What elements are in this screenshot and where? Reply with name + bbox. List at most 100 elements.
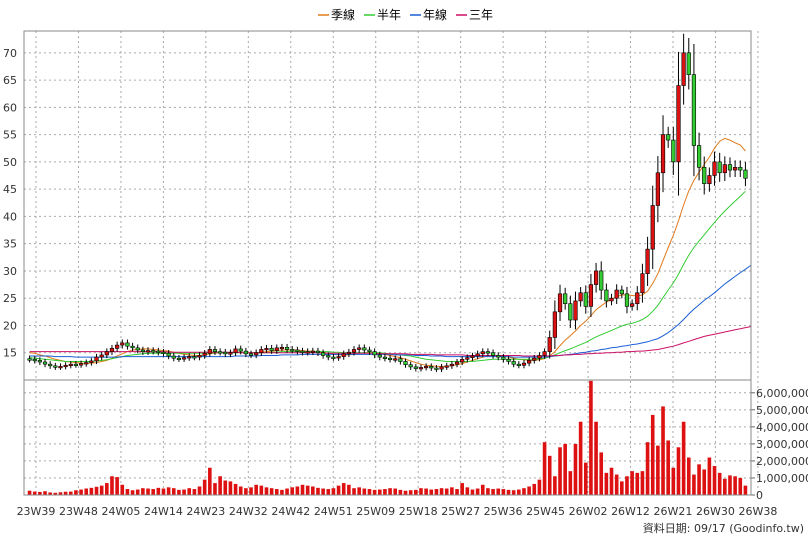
candle-body [614, 289, 619, 299]
volume-bar [661, 406, 665, 495]
x-tick-label: 26W02 [569, 505, 608, 518]
candle-body [470, 355, 475, 358]
volume-bar [367, 489, 372, 495]
candle-body [696, 145, 702, 168]
y-tick-label: 40 [3, 210, 17, 223]
candle-body [686, 52, 691, 75]
candle-body [671, 139, 676, 163]
volume-axis: 0 1,000,000 2,000,000 3,000,000 4,000,000 5,0… [751, 387, 808, 502]
data-source-footer: 資料日期: 09/17 (Goodinfo.tw) [643, 521, 804, 535]
time-axis: 23W39 23W48 24W05 24W14 24W23 24W32 24W42 24W51… [17, 505, 778, 518]
volume-bar [728, 475, 732, 495]
x-tick-label: 25W27 [441, 505, 480, 518]
candle-body [223, 351, 228, 355]
volume-bar [414, 489, 418, 495]
candle-body [583, 292, 588, 307]
volume-bar [486, 488, 490, 495]
volume-bar [444, 488, 449, 495]
candle-body [727, 164, 733, 171]
candle-body [290, 349, 295, 352]
candle-body [161, 351, 166, 354]
x-tick-label: 25W18 [399, 505, 438, 518]
volume-tick-label: 5,000,000 [756, 404, 808, 417]
volume-bar [532, 483, 537, 495]
volume-bar [609, 467, 614, 495]
candlestick-series [27, 33, 748, 373]
volume-bar [573, 443, 578, 495]
volume-bar [295, 486, 300, 495]
volume-bar [38, 491, 42, 495]
volume-bar [583, 462, 588, 495]
volume-bar [692, 474, 696, 495]
volume-bar [635, 472, 640, 495]
x-tick-label: 25W09 [356, 505, 395, 518]
volume-bar [357, 487, 361, 495]
candle-body [315, 350, 321, 354]
candle-body [73, 363, 79, 366]
moving-average-line [29, 265, 751, 358]
volume-bar [558, 447, 562, 495]
y-tick-label: 70 [3, 47, 17, 60]
volume-bar [32, 491, 37, 495]
price-grid [24, 31, 759, 495]
candle-body [27, 358, 32, 361]
candle-body [573, 300, 578, 321]
volume-bar [650, 414, 655, 495]
volume-bar [228, 481, 233, 495]
candle-body [449, 363, 454, 367]
plot-frame [23, 30, 752, 496]
volume-bar [388, 488, 392, 495]
y-tick-label: 20 [3, 319, 17, 332]
volume-bar [213, 483, 217, 495]
candle-body [387, 357, 393, 360]
volume-bar [99, 485, 104, 495]
moving-average-line [29, 190, 746, 362]
volume-bar [568, 471, 573, 495]
volume-tick-label: 0 [756, 489, 763, 502]
candle-body [346, 351, 351, 355]
candle-body [243, 350, 248, 355]
volume-bar [187, 488, 192, 495]
volume-bar [465, 487, 470, 495]
volume-bar [130, 490, 135, 495]
candle-body [115, 344, 120, 349]
candle-body [326, 355, 331, 358]
volume-bar [506, 489, 511, 495]
volume-bar [517, 489, 521, 495]
candle-body [104, 351, 109, 356]
candle-body [588, 284, 594, 307]
volume-bar [244, 488, 248, 495]
volume-bar [151, 489, 155, 495]
volume-bar [480, 484, 485, 495]
volume-bar [223, 480, 228, 495]
candle-body [547, 337, 552, 352]
volume-bar [269, 488, 274, 495]
volume-bar [254, 484, 258, 495]
volume-bar [300, 484, 305, 495]
candle-body [181, 357, 187, 360]
candle-body [485, 351, 491, 354]
candle-body [496, 355, 501, 358]
x-tick-label: 24W14 [144, 505, 183, 518]
volume-bar [599, 452, 604, 495]
candle-body [48, 363, 53, 367]
candle-body [460, 358, 465, 363]
volume-bar [398, 489, 403, 495]
candle-body [367, 349, 372, 352]
candle-body [521, 362, 527, 366]
volume-bar [125, 489, 130, 495]
candle-body [125, 342, 130, 347]
volume-tick-label: 2,000,000 [756, 455, 808, 468]
candle-body [691, 74, 697, 146]
volume-bar [208, 467, 212, 495]
candle-body [53, 365, 58, 368]
volume-bar [202, 479, 207, 495]
candle-body [408, 364, 413, 368]
volume-bar [501, 489, 506, 495]
candle-body [578, 292, 583, 302]
candle-body [738, 167, 743, 171]
candle-body [604, 289, 609, 302]
candle-body [228, 352, 233, 355]
volume-bar [79, 489, 83, 495]
